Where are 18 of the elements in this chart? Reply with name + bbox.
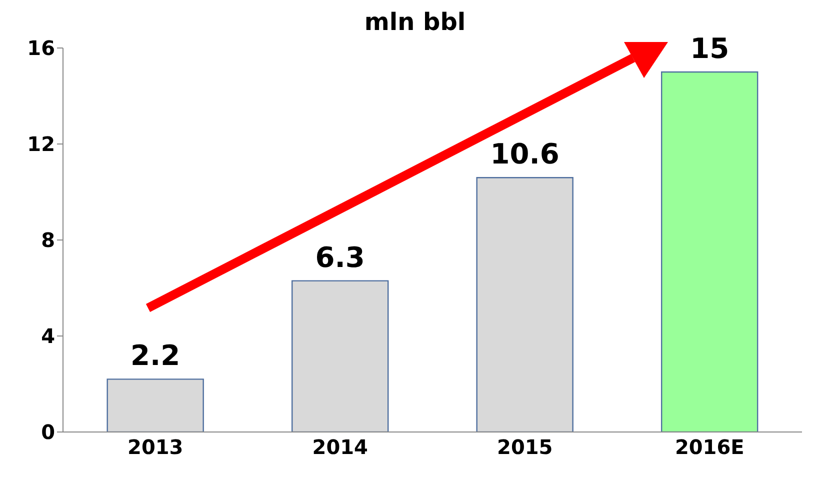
y-tick-label: 12 [27,132,55,156]
bar [476,177,574,432]
x-tick-label: 2013 [128,435,184,460]
data-label: 10.6 [490,138,560,171]
y-tick-label: 8 [41,228,55,252]
data-label: 15 [690,32,730,65]
x-tick-label: 2014 [312,435,368,460]
data-label: 6.3 [315,240,365,274]
bar [291,280,389,432]
bar [106,378,204,432]
chart-title: mln bbl [364,8,466,36]
y-tick-label: 16 [27,36,55,60]
x-tick-label: 2015 [497,435,553,460]
y-tick-label: 4 [41,324,55,348]
y-tick-label: 0 [41,420,55,444]
data-label: 2.2 [130,339,180,372]
x-tick-label: 2016E [674,435,744,460]
bar [660,71,758,432]
